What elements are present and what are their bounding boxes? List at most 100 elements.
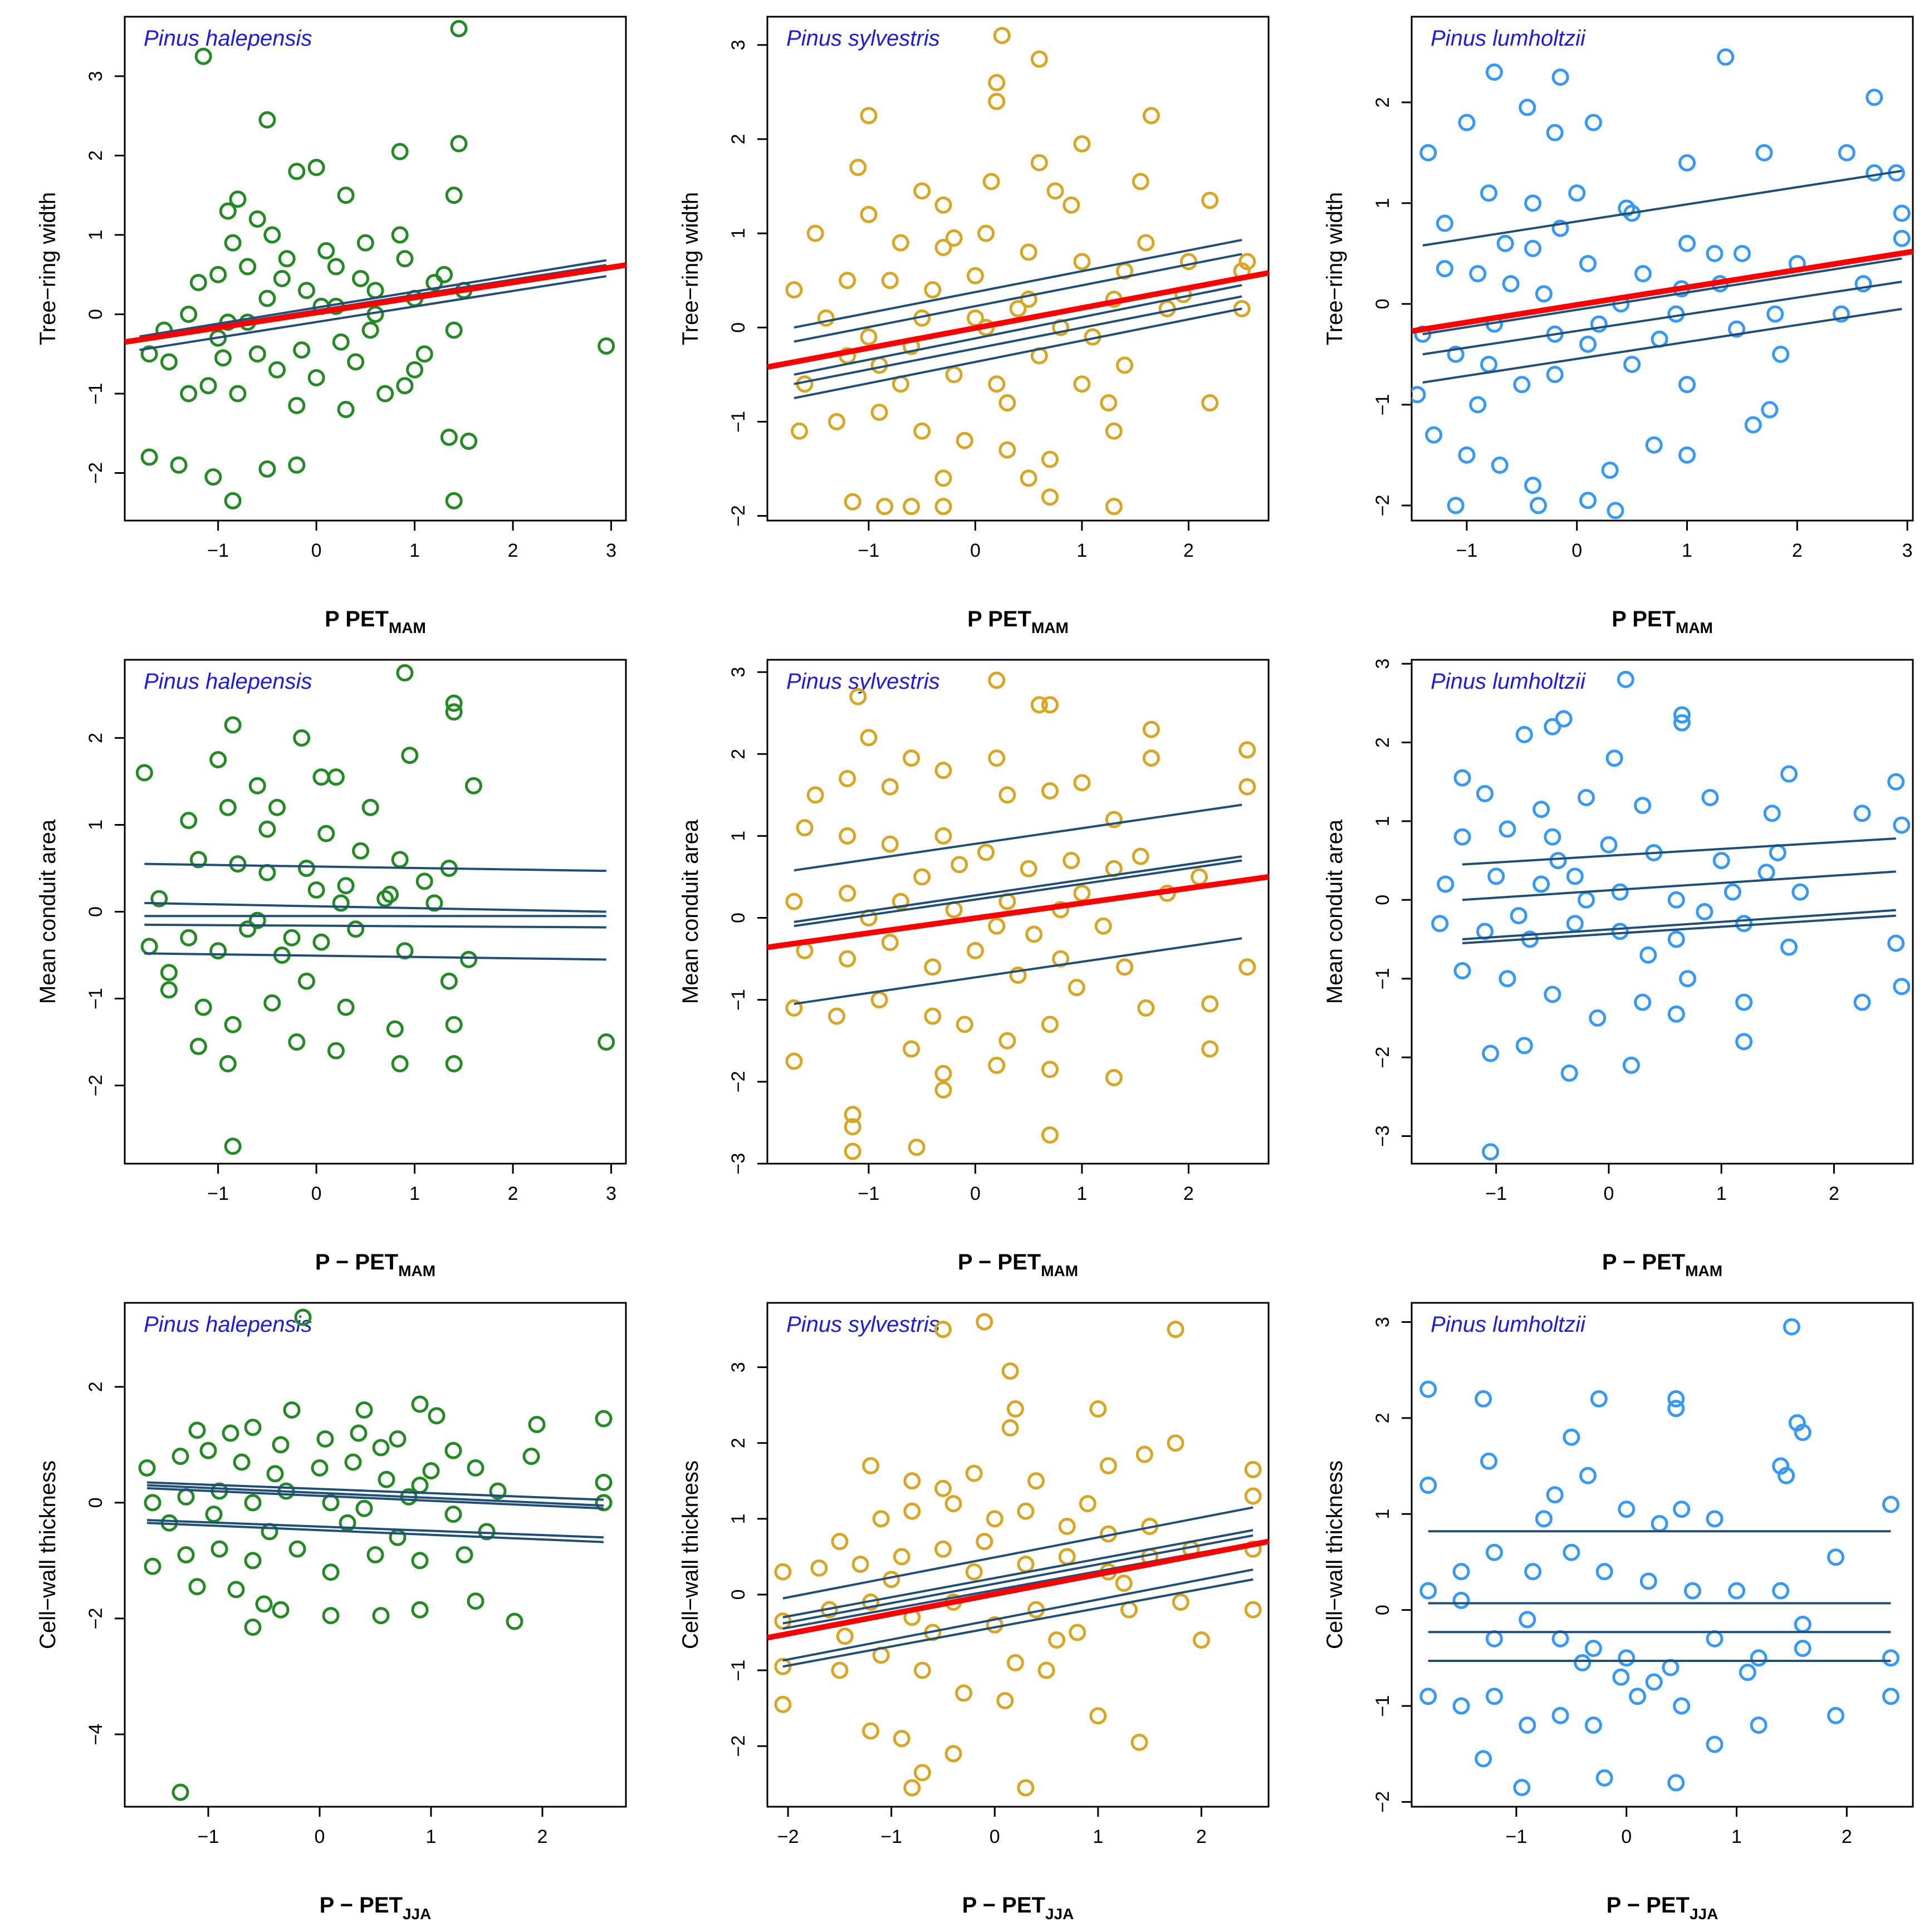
data-point — [1794, 1615, 1812, 1633]
x-tick-label: 2 — [1183, 540, 1194, 561]
data-point — [350, 1424, 368, 1442]
data-point — [1678, 154, 1696, 171]
data-point — [892, 893, 909, 910]
data-point — [790, 422, 808, 440]
panel-7: −1 0 1 2 −4 −2 0 2 Cell−wall thickness P − PETJJA… — [36, 1302, 627, 1923]
data-point — [415, 345, 433, 363]
data-point — [860, 205, 878, 223]
data-point — [1882, 1688, 1899, 1705]
y-axis-label: Tree−ring width — [1323, 192, 1347, 345]
y-tick-label: 1 — [85, 820, 106, 830]
plot-frame — [766, 659, 1270, 1165]
group-line — [146, 1519, 604, 1539]
x-tick-label: 3 — [606, 540, 616, 561]
data-point — [1025, 925, 1043, 943]
data-point — [224, 234, 242, 252]
data-point — [1105, 811, 1123, 828]
data-point — [1491, 456, 1509, 474]
data-point — [239, 920, 257, 938]
y-tick-label: 0 — [728, 322, 749, 333]
data-point — [1546, 366, 1564, 384]
x-tick-label: −1 — [1485, 1183, 1507, 1204]
panel-8: −2 −1 0 1 2 −2 −1 0 1 2 3 Cell−wall thickness P − PE… — [678, 1302, 1270, 1923]
data-point — [460, 950, 478, 968]
data-point — [278, 250, 296, 268]
data-point — [1887, 773, 1905, 791]
plot-area — [767, 671, 1269, 1160]
data-point — [993, 27, 1011, 45]
data-point — [944, 1745, 962, 1763]
data-point — [1425, 426, 1443, 444]
data-point — [1639, 946, 1657, 964]
data-point — [1009, 967, 1027, 984]
data-point — [307, 369, 325, 386]
data-point — [1238, 741, 1256, 759]
data-point — [1780, 938, 1798, 956]
data-point — [1172, 1593, 1189, 1611]
data-point — [1476, 784, 1494, 802]
data-point — [188, 1421, 206, 1439]
data-point — [224, 1137, 242, 1155]
data-point — [396, 250, 414, 268]
data-point — [222, 1424, 239, 1442]
plot-area — [135, 664, 615, 1155]
plot-area — [1431, 670, 1911, 1161]
data-point — [862, 1457, 880, 1475]
data-point — [337, 400, 355, 418]
data-point — [951, 856, 968, 874]
data-point — [1041, 696, 1059, 714]
data-point — [1041, 1061, 1059, 1078]
data-point — [1622, 1056, 1640, 1074]
x-tick-label: 0 — [970, 1183, 981, 1204]
x-tick-label: −1 — [880, 1826, 902, 1847]
data-point — [1739, 1664, 1756, 1681]
data-point — [1480, 1452, 1497, 1470]
data-point — [411, 1395, 429, 1413]
data-point — [1893, 204, 1911, 222]
data-point — [214, 349, 232, 367]
data-point — [913, 182, 931, 200]
group-line — [794, 307, 1242, 400]
data-point — [337, 998, 355, 1016]
data-point — [881, 778, 899, 796]
data-point — [908, 1139, 926, 1156]
data-point — [425, 273, 443, 291]
x-tick-label: 0 — [990, 1826, 1000, 1847]
x-tick-label: −2 — [777, 1826, 799, 1847]
data-point — [1618, 1649, 1636, 1667]
plot-area — [767, 27, 1269, 516]
data-point — [138, 1459, 156, 1477]
data-point — [255, 1595, 273, 1613]
y-tick-label: 2 — [85, 150, 106, 161]
data-point — [144, 1494, 161, 1512]
y-tick-label: 3 — [1372, 659, 1393, 669]
data-point — [1544, 828, 1561, 846]
data-point — [774, 1563, 792, 1581]
plot-frame — [766, 16, 1270, 522]
x-tick-label: 1 — [1716, 1183, 1727, 1204]
data-point — [1058, 1548, 1076, 1566]
data-point — [322, 1607, 340, 1625]
data-point — [1515, 1037, 1533, 1055]
data-point — [1192, 1631, 1210, 1649]
x-tick-label: 2 — [508, 1183, 518, 1204]
data-point — [1452, 1563, 1470, 1581]
data-point — [283, 929, 301, 947]
data-point — [996, 1691, 1014, 1709]
data-point — [785, 281, 803, 299]
data-point — [1515, 725, 1533, 743]
species-label: Pinus halepensis — [144, 1312, 312, 1337]
x-tick-label: 0 — [970, 540, 981, 561]
y-axis-label: Mean conduit area — [36, 819, 60, 1004]
data-point — [389, 1430, 407, 1448]
data-point — [988, 92, 1006, 110]
data-point — [998, 394, 1016, 412]
data-point — [1827, 1707, 1845, 1724]
data-point — [860, 107, 878, 125]
fit-line — [767, 1538, 1269, 1641]
group-line — [782, 1578, 1254, 1668]
data-point — [272, 1436, 290, 1454]
data-point — [1089, 1707, 1107, 1725]
data-point — [1030, 696, 1048, 714]
group-line — [146, 1484, 604, 1507]
